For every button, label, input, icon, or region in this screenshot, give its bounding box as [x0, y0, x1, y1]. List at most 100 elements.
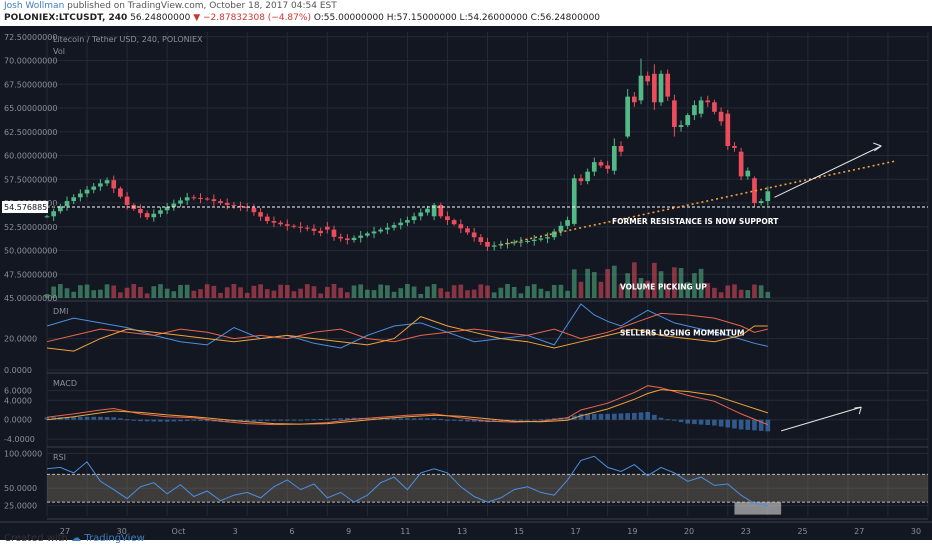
price-candle — [111, 175, 117, 194]
x-tick-label: 3 — [233, 527, 238, 536]
last-price: 56.24800000 — [130, 13, 191, 23]
candle-body — [164, 206, 170, 211]
panes: FORMER RESISTANCE IS NOW SUPPORT VOLUME P… — [44, 58, 928, 515]
volume-bar — [171, 291, 177, 298]
macd-histogram-bar — [425, 418, 430, 420]
macd-histogram-bar — [491, 419, 497, 422]
volume-bar — [585, 268, 590, 298]
macd-histogram-bar — [585, 413, 590, 420]
author-link[interactable]: Josh Wollman — [4, 1, 65, 11]
x-tick-label: Oct — [172, 527, 186, 536]
volume-bar — [311, 286, 317, 298]
volume-bar — [418, 293, 424, 298]
volume-bar — [465, 290, 470, 298]
volume-bar — [611, 265, 617, 298]
price-candle — [438, 202, 444, 219]
volume-bar — [511, 286, 517, 298]
candle-body — [571, 178, 577, 224]
candle-body — [371, 231, 377, 234]
macd-histogram-bar — [365, 418, 370, 420]
ohlc-values: O:55.00000000 H:57.15000000 L:54.2600000… — [313, 13, 601, 23]
volume-bar — [491, 292, 497, 298]
dmi-pane-title: DMI — [53, 307, 68, 316]
chart-canvas[interactable]: FORMER RESISTANCE IS NOW SUPPORT VOLUME P… — [0, 26, 932, 550]
macd-pane-tick-label: 4.0000 — [4, 396, 32, 405]
price-pane-tick-label: 67.50000000 — [4, 80, 57, 89]
price-candle — [378, 227, 384, 234]
price-candle — [445, 211, 450, 225]
candle-body — [685, 115, 691, 126]
candle-body — [658, 73, 664, 103]
volume-bar — [318, 293, 323, 298]
volume-bar — [258, 284, 263, 298]
volume-bar — [178, 284, 183, 298]
price-candle — [171, 199, 177, 211]
macd-histogram-bar — [178, 419, 183, 422]
volume-bar — [71, 291, 77, 298]
macd-histogram-bar — [718, 419, 724, 427]
candle-body — [698, 100, 704, 114]
volume-bar — [378, 284, 384, 298]
price-candle — [465, 225, 470, 235]
candle-body — [652, 73, 657, 103]
candle-body — [405, 220, 410, 223]
rsi-pane-tick-label: 25.0000 — [4, 502, 37, 511]
macd-histogram-bar — [98, 416, 103, 420]
tradingview-brand-link[interactable]: TradingView — [84, 533, 145, 544]
tradingview-cloud-icon: ☁ — [71, 533, 82, 544]
price-candle — [71, 194, 77, 205]
macd-histogram-bar — [525, 419, 530, 421]
price-candle — [151, 209, 157, 222]
dmi-series-line — [46, 316, 768, 352]
candle-body — [298, 226, 303, 228]
volume-bar — [692, 273, 697, 298]
volume-bar — [198, 289, 203, 298]
candle-body — [431, 204, 437, 217]
macd-histogram-bar — [418, 418, 424, 420]
macd-histogram-bar — [144, 419, 150, 422]
macd-histogram-bar — [618, 413, 624, 420]
price-candle — [518, 236, 524, 247]
macd-histogram-bar — [158, 419, 163, 422]
candle-body — [184, 197, 190, 201]
volume-bar — [291, 291, 297, 298]
candle-body — [578, 178, 584, 182]
macd-histogram-bar — [465, 419, 470, 422]
price-candle — [685, 113, 691, 128]
price-candle — [284, 219, 290, 231]
volume-bar — [118, 292, 123, 298]
price-candle — [365, 231, 370, 238]
price-candle — [58, 203, 63, 214]
macd-histogram-bar — [291, 419, 297, 421]
price-candle — [538, 236, 544, 242]
rsi-highlight-box — [734, 502, 782, 515]
volume-bar — [571, 269, 577, 298]
candle-body — [511, 242, 517, 244]
price-candle — [358, 230, 364, 243]
volume-bar — [765, 291, 771, 298]
candle-body — [725, 113, 731, 146]
volume-bar — [358, 284, 364, 298]
volume-bar — [58, 284, 63, 298]
price-level-badge — [2, 201, 48, 214]
macd-histogram-bar — [611, 413, 617, 420]
price-candle — [491, 241, 497, 251]
candle-body — [732, 146, 737, 148]
volume-bar — [558, 284, 564, 298]
candle-body — [338, 236, 344, 239]
volume-bar — [605, 269, 610, 298]
volume-bar — [158, 284, 163, 298]
candle-body — [625, 96, 630, 137]
volume-bar — [124, 287, 130, 298]
macd-arrow-line — [781, 406, 862, 432]
candle-body — [151, 213, 157, 218]
volume-bar — [218, 292, 223, 298]
volume-bar — [211, 285, 217, 298]
rsi-line — [46, 455, 768, 507]
price-candle — [585, 168, 590, 185]
macd-histogram-bar — [451, 419, 457, 421]
volume-bar — [304, 284, 310, 298]
volume-bar — [151, 286, 157, 298]
candle-body — [638, 75, 644, 101]
volume-bar — [518, 293, 524, 298]
